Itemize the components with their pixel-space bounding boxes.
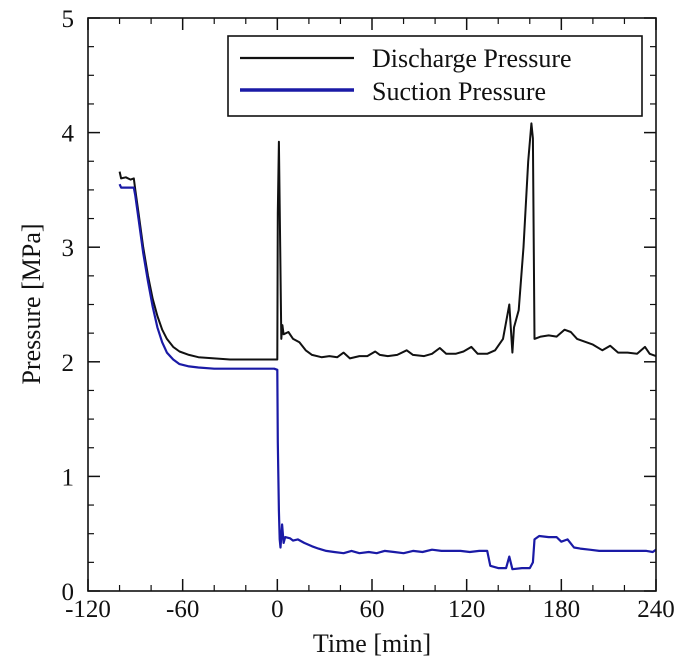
x-tick-label: 60 (360, 596, 385, 623)
x-tick-label: 0 (271, 596, 284, 623)
x-axis-label: Time [min] (313, 629, 431, 658)
y-axis-label: Pressure [MPa] (17, 223, 46, 384)
legend: Discharge Pressure Suction Pressure (227, 35, 643, 117)
series-line-suction-pressure (118, 183, 657, 571)
x-tick-label: -60 (166, 596, 199, 623)
y-tick-label: 5 (62, 6, 75, 33)
series-line-discharge-pressure (118, 122, 657, 361)
x-tick-label: 240 (637, 596, 675, 623)
x-tick-label: 120 (448, 596, 486, 623)
tick-layer: -120 -60 0 60 120 180 240 0 1 2 3 4 5 (62, 6, 675, 623)
x-tick-label: 180 (543, 596, 581, 623)
legend-label-discharge: Discharge Pressure (372, 44, 572, 73)
y-tick-label: 1 (62, 464, 75, 491)
x-tick-label: -120 (65, 596, 111, 623)
y-tick-label: 3 (62, 235, 75, 262)
legend-box (227, 35, 643, 117)
y-tick-label: 2 (62, 350, 75, 377)
series-layer (118, 122, 657, 571)
y-tick-label: 0 (62, 579, 75, 606)
legend-label-suction: Suction Pressure (372, 77, 546, 106)
y-tick-label: 4 (62, 121, 75, 148)
